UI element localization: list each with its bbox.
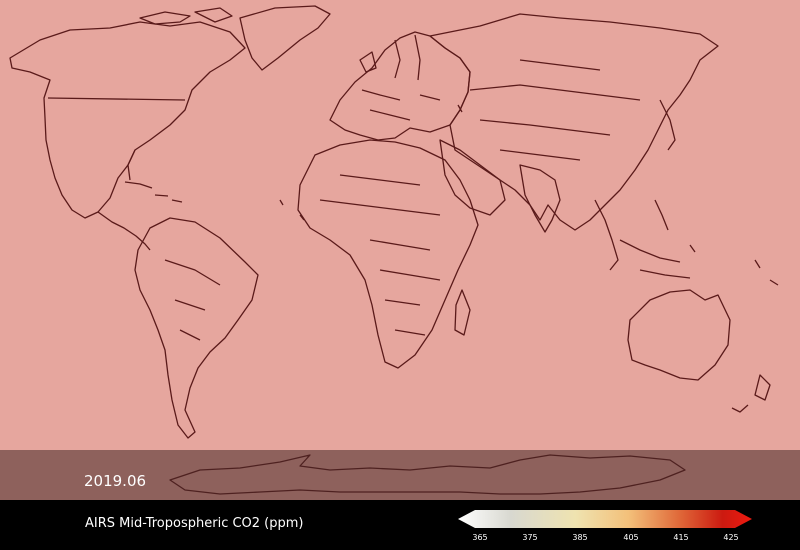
coastline-map bbox=[9, 5, 779, 495]
central-america-outline bbox=[97, 211, 151, 251]
greenland-outline bbox=[239, 5, 331, 71]
colorbar bbox=[458, 510, 752, 528]
africa-outline bbox=[297, 139, 479, 369]
date-label: 2019.06 bbox=[84, 472, 147, 490]
japan-outline bbox=[659, 99, 676, 151]
colorbar-tick: 375 bbox=[522, 533, 538, 542]
colorbar-tick: 365 bbox=[472, 533, 488, 542]
colorbar-gradient bbox=[458, 510, 752, 528]
europe-outline bbox=[329, 31, 471, 141]
colorbar-tick: 385 bbox=[572, 533, 588, 542]
world-map bbox=[0, 0, 800, 500]
product-title: AIRS Mid-Tropospheric CO2 (ppm) bbox=[85, 516, 304, 531]
date-band bbox=[0, 450, 800, 500]
middle-east-outline bbox=[439, 139, 506, 216]
colorbar-tick: 425 bbox=[723, 533, 739, 542]
madagascar-outline bbox=[454, 289, 471, 336]
india-outline bbox=[519, 164, 561, 233]
australia-outline bbox=[627, 289, 731, 381]
asia-outline bbox=[429, 13, 719, 231]
new-zealand-outline bbox=[731, 374, 771, 413]
colorbar-tick: 415 bbox=[673, 533, 689, 542]
south-america-outline bbox=[134, 217, 259, 439]
colorbar-tick: 405 bbox=[623, 533, 639, 542]
north-america-outline bbox=[9, 21, 246, 219]
